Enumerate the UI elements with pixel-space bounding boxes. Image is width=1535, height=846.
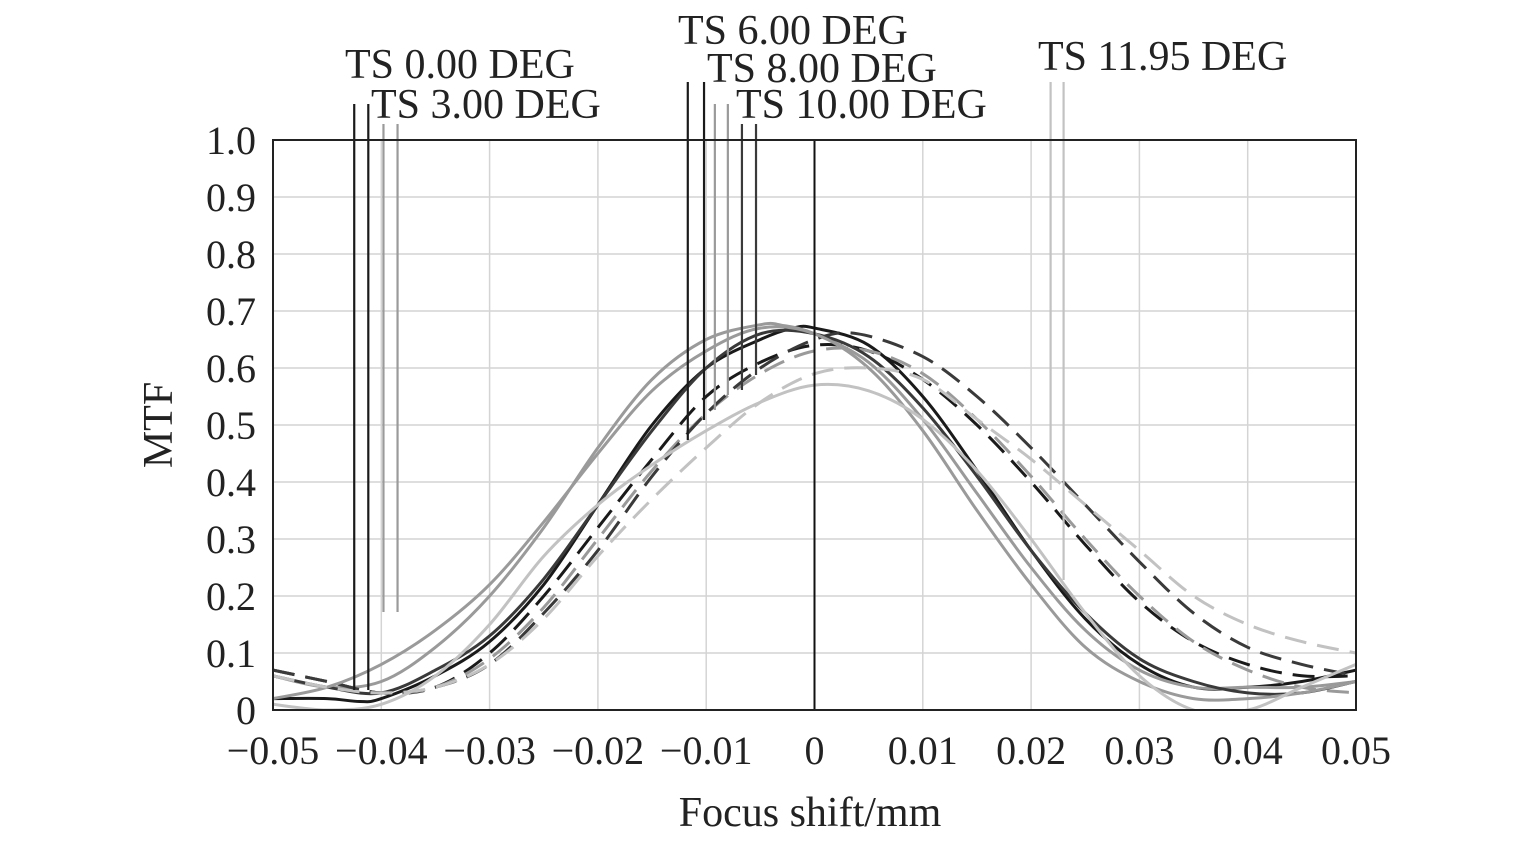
tick-labels: −0.05 −0.04 −0.03 −0.02 −0.01 0 0.01 0.02 0.03 0.… (206, 118, 1391, 773)
x-tick-label: −0.02 (552, 728, 645, 773)
mtf-curve-sagittal (273, 342, 1356, 695)
series-group (273, 140, 1356, 710)
x-tick-label: −0.05 (227, 728, 320, 773)
y-tick-label: 0.7 (206, 289, 256, 334)
y-tick-label: 0.8 (206, 232, 256, 277)
y-axis-title: MTF (136, 382, 182, 468)
x-tick-label: −0.03 (443, 728, 536, 773)
legend-label: TS 6.00 DEG (678, 8, 908, 54)
y-tick-label: 0.4 (206, 460, 256, 505)
x-tick-label: 0.05 (1321, 728, 1391, 773)
y-tick-label: 1.0 (206, 118, 256, 163)
x-tick-label: 0.03 (1104, 728, 1174, 773)
plot-frame (272, 139, 1357, 711)
x-axis-title: Focus shift/mm (679, 790, 942, 836)
y-tick-label: 0.3 (206, 517, 256, 562)
legend-label: TS 8.00 DEG (707, 46, 937, 92)
legend-label: TS 0.00 DEG (345, 42, 575, 88)
y-tick-label: 0.1 (206, 631, 256, 676)
x-tick-label: −0.04 (335, 728, 428, 773)
y-tick-label: 0.9 (206, 175, 256, 220)
y-tick-label: 0.2 (206, 574, 256, 619)
y-tick-label: 0.5 (206, 403, 256, 448)
y-tick-label: 0 (236, 688, 256, 733)
plot-border (272, 139, 1357, 711)
legend-label: TS 10.00 DEG (736, 82, 987, 128)
legend-label: TS 3.00 DEG (371, 82, 601, 128)
x-tick-label: 0.02 (996, 728, 1066, 773)
x-tick-label: −0.01 (660, 728, 753, 773)
x-tick-label: 0.01 (888, 728, 958, 773)
x-tick-label: 0 (805, 728, 825, 773)
x-tick-label: 0.04 (1213, 728, 1283, 773)
legend-label: TS 11.95 DEG (1038, 34, 1287, 80)
y-tick-label: 0.6 (206, 346, 256, 391)
